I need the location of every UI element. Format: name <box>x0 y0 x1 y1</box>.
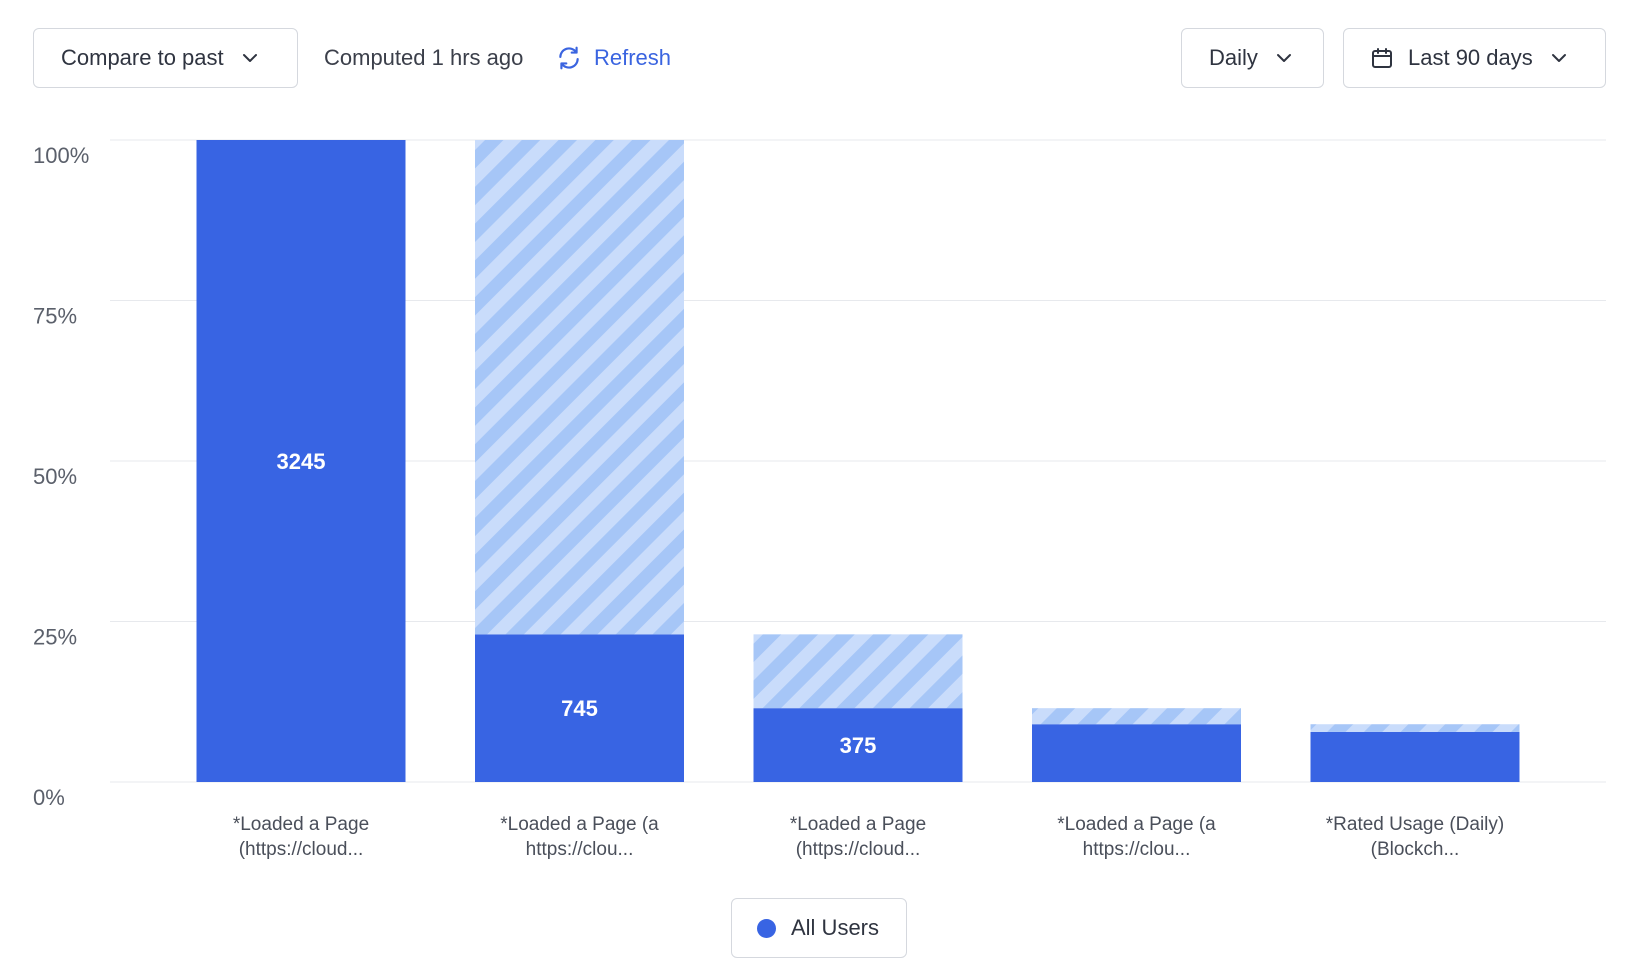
bar-value-label: 375 <box>840 733 877 758</box>
compare-to-past-dropdown[interactable]: Compare to past <box>33 28 298 88</box>
bar-dropoff[interactable] <box>475 140 684 635</box>
y-tick-label: 50% <box>33 464 77 489</box>
x-tick-label: *Loaded a Page <box>233 814 369 835</box>
x-tick-label: *Loaded a Page <box>790 814 926 835</box>
bar-dropoff[interactable] <box>753 634 963 709</box>
calendar-icon <box>1370 46 1394 70</box>
x-tick-label: https://clou... <box>1083 839 1191 860</box>
chevron-down-icon <box>1551 53 1567 63</box>
y-tick-label: 100% <box>33 143 89 168</box>
refresh-button[interactable]: Refresh <box>556 28 671 88</box>
y-tick-label: 75% <box>33 304 77 329</box>
x-tick-label: (https://cloud... <box>239 839 364 860</box>
date-range-label: Last 90 days <box>1408 45 1533 70</box>
bar-converted[interactable] <box>1032 724 1241 782</box>
bar-value-label: 745 <box>561 696 598 721</box>
chevron-down-icon <box>1276 53 1292 63</box>
x-tick-label: (Blockch... <box>1371 839 1460 860</box>
compare-to-past-label: Compare to past <box>61 45 224 70</box>
y-tick-label: 0% <box>33 785 65 810</box>
legend-label: All Users <box>791 915 880 940</box>
bar-converted[interactable] <box>475 634 684 782</box>
computed-status: Computed 1 hrs ago <box>324 45 524 70</box>
bar-converted[interactable] <box>1310 731 1520 782</box>
interval-dropdown[interactable]: Daily <box>1181 28 1324 88</box>
funnel-chart: 100% 75% 50% 25% 0% 3245 *Loaded a Page (https:… <box>33 139 1606 860</box>
x-tick-label: *Loaded a Page (a <box>1057 814 1216 835</box>
bar-dropoff[interactable] <box>1310 724 1520 732</box>
bar-converted[interactable] <box>196 140 406 782</box>
y-tick-label: 25% <box>33 625 77 650</box>
bar-converted[interactable] <box>753 708 963 782</box>
x-tick-label: *Loaded a Page (a <box>500 814 659 835</box>
refresh-icon <box>556 45 582 71</box>
x-tick-label: https://clou... <box>526 839 634 860</box>
refresh-label: Refresh <box>594 45 672 70</box>
bar-value-label: 3245 <box>277 449 326 474</box>
legend-item-all-users[interactable]: All Users <box>731 898 907 958</box>
x-tick-label: *Rated Usage (Daily) <box>1326 814 1504 835</box>
chevron-down-icon <box>242 53 258 63</box>
bar-dropoff[interactable] <box>1032 708 1241 725</box>
interval-label: Daily <box>1209 45 1258 70</box>
date-range-dropdown[interactable]: Last 90 days <box>1343 28 1606 88</box>
legend-swatch <box>757 918 776 938</box>
x-tick-label: (https://cloud... <box>796 839 921 860</box>
